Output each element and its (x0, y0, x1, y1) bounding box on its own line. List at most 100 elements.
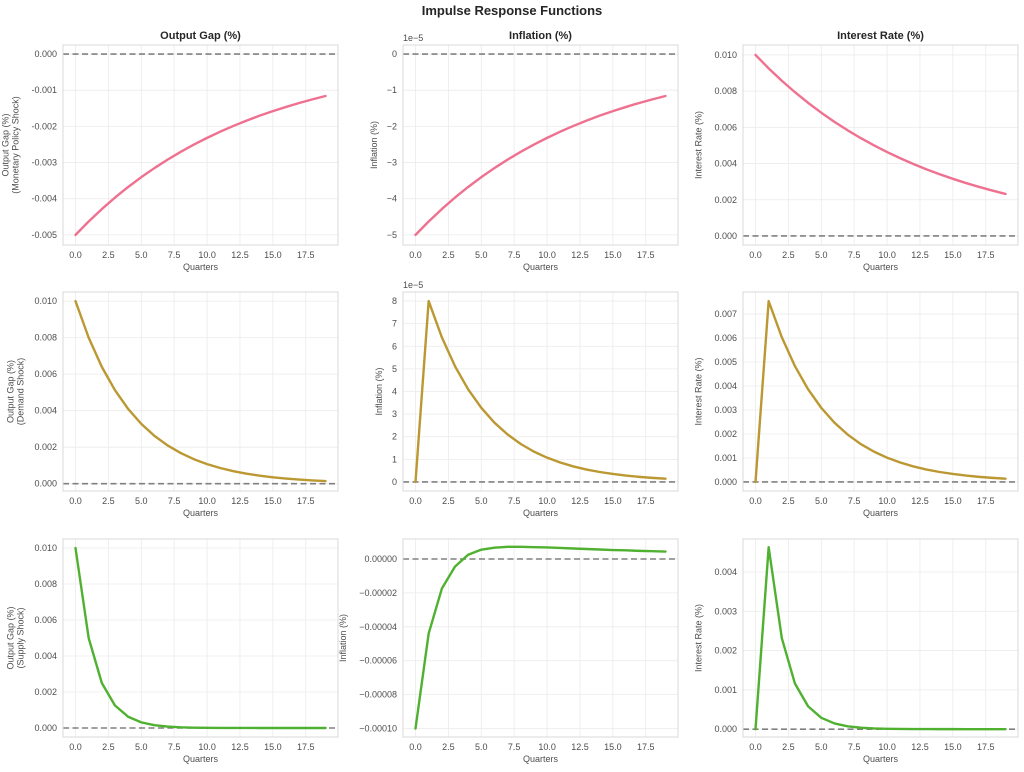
data-point (767, 300, 769, 302)
y-tick-label: 0 (392, 49, 397, 59)
y-axis-label: Inflation (%) (338, 614, 348, 662)
panel-0-1: 0.0 2.5 5.0 7.5 10.0 12.5 15.0 17.5 0 −1 −2 −3 −4 −5 I… (369, 30, 679, 272)
data-point (664, 477, 666, 479)
data-point (480, 407, 482, 409)
data-point (127, 716, 129, 718)
panel-1-1: 0.0 2.5 5.0 7.5 10.0 12.5 15.0 17.5 0 1 2 3 4 5 6 7 8 1e−… (374, 280, 679, 518)
plot-area (403, 45, 678, 245)
y-tick-label: 0.010 (34, 543, 57, 553)
data-point (193, 143, 195, 145)
data-point (533, 450, 535, 452)
data-point (612, 549, 614, 551)
data-point (585, 468, 587, 470)
y-tick-label: 0.002 (34, 687, 57, 697)
data-point (860, 137, 862, 139)
x-tick-label: 2.5 (442, 250, 455, 260)
data-point (441, 336, 443, 338)
y-axis-label: Interest Rate (%) (694, 111, 704, 179)
series-line-supply (74, 546, 327, 730)
data-point (219, 727, 221, 729)
y-tick-label: 0.006 (34, 615, 57, 625)
data-point (441, 208, 443, 210)
panel-2-1: 0.0 2.5 5.0 7.5 10.0 12.5 15.0 17.5 0.00000 −0.00… (338, 538, 679, 764)
y-tick-label: 0.003 (714, 606, 737, 616)
y-tick-label: 0.000 (714, 477, 737, 487)
y-tick-label: −0.00010 (359, 724, 397, 734)
data-point (232, 727, 234, 729)
data-point (754, 481, 756, 483)
x-tick-label: 17.5 (637, 496, 655, 506)
x-tick-label: 0.0 (409, 250, 422, 260)
data-point (794, 91, 796, 93)
data-point (245, 119, 247, 121)
data-point (572, 547, 574, 549)
data-point (873, 727, 875, 729)
x-tick-label: 15.0 (264, 250, 282, 260)
data-point (414, 234, 416, 236)
data-point (114, 196, 116, 198)
y-tick-label: 0.002 (714, 429, 737, 439)
x-tick-label: 5.0 (135, 250, 148, 260)
y-axis-label: (Supply Shock) (16, 607, 26, 668)
data-point (572, 465, 574, 467)
x-tick-label: 17.5 (297, 250, 315, 260)
plot-area (743, 45, 1018, 245)
data-point (820, 407, 822, 409)
x-tick-label: 15.0 (604, 250, 622, 260)
data-point (833, 121, 835, 123)
y-axis-offset-label: 1e−5 (403, 33, 423, 43)
y-tick-label: −4 (387, 194, 397, 204)
data-point (886, 728, 888, 730)
data-point (259, 727, 261, 729)
data-point (781, 80, 783, 82)
y-tick-label: -0.002 (31, 121, 57, 131)
data-point (245, 727, 247, 729)
data-point (285, 477, 287, 479)
x-axis-label: Quarters (863, 262, 899, 272)
axes-frame (742, 44, 1019, 246)
data-point (833, 722, 835, 724)
data-point (259, 474, 261, 476)
data-point (651, 477, 653, 479)
data-point (87, 336, 89, 338)
x-tick-label: 17.5 (297, 496, 315, 506)
axes-frame (402, 44, 679, 246)
data-point (506, 546, 508, 548)
x-tick-label: 17.5 (297, 742, 315, 752)
series-line-monetary_policy (74, 94, 327, 237)
data-point (454, 565, 456, 567)
data-point (965, 474, 967, 476)
data-point (754, 728, 756, 730)
data-point (767, 546, 769, 548)
data-point (664, 550, 666, 552)
series-line-monetary_policy (754, 53, 1007, 196)
data-point (585, 119, 587, 121)
panel-title: Output Gap (%) (160, 30, 241, 42)
data-point (467, 388, 469, 390)
data-point (820, 112, 822, 114)
x-tick-label: 5.0 (135, 496, 148, 506)
data-point (846, 129, 848, 131)
data-point (101, 682, 103, 684)
data-point (638, 550, 640, 552)
data-point (625, 474, 627, 476)
data-point (506, 158, 508, 160)
data-point (87, 637, 89, 639)
data-point (311, 479, 313, 481)
data-point (114, 704, 116, 706)
y-axis-label: Output Gap (%) (6, 360, 16, 423)
y-tick-label: 0.000 (714, 724, 737, 734)
x-axis-label: Quarters (863, 754, 899, 764)
data-point (180, 452, 182, 454)
data-point (74, 300, 76, 302)
x-tick-label: 5.0 (135, 742, 148, 752)
x-tick-label: 10.0 (198, 250, 216, 260)
x-tick-label: 10.0 (878, 496, 896, 506)
data-point (559, 461, 561, 463)
x-tick-label: 0.0 (409, 742, 422, 752)
y-axis-label: (Demand Shock) (16, 358, 26, 426)
data-point (952, 728, 954, 730)
axes-frame (742, 538, 1019, 738)
data-point (414, 727, 416, 729)
data-point (912, 163, 914, 165)
